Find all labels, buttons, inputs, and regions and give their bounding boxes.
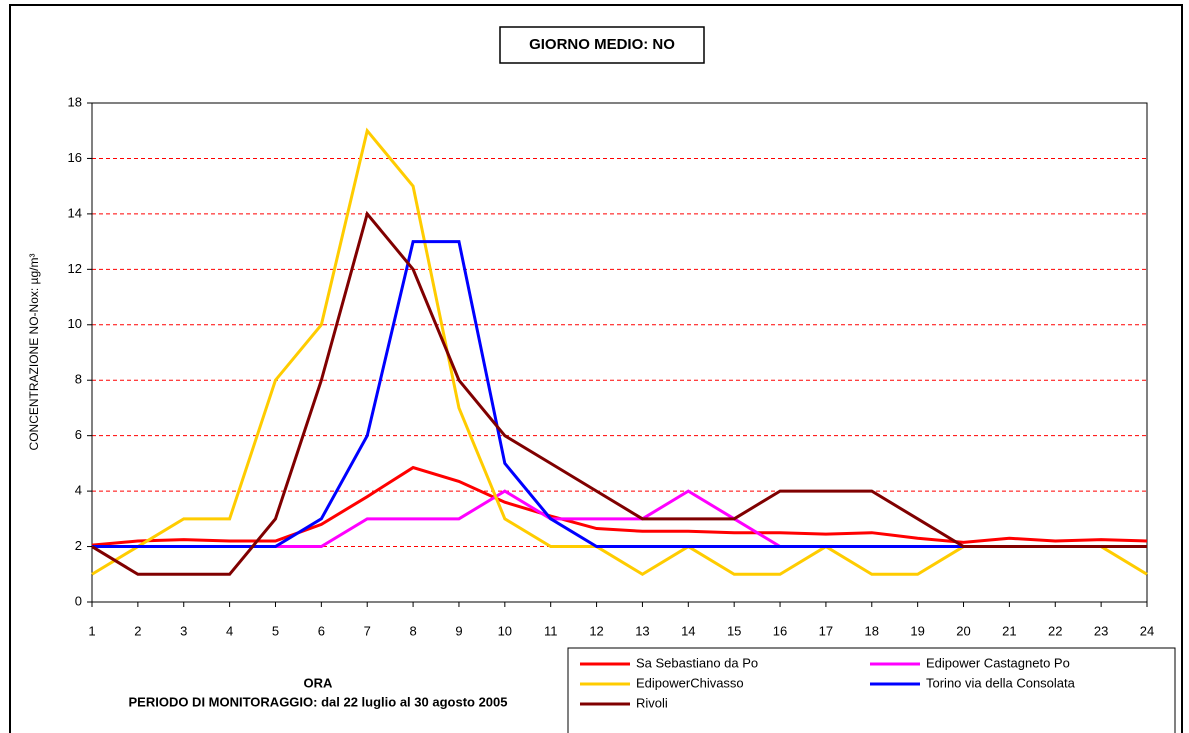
subtitle: PERIODO DI MONITORAGGIO: dal 22 luglio a… <box>128 694 507 709</box>
x-tick-label: 2 <box>134 623 141 638</box>
legend <box>567 647 1176 733</box>
series-line <box>91 210 1147 576</box>
x-tick-label: 18 <box>865 623 879 638</box>
x-tick-label: 3 <box>180 623 187 638</box>
x-tick-label: 12 <box>589 623 603 638</box>
chart-frame <box>9 4 1183 733</box>
y-tick-label: 6 <box>75 427 82 442</box>
series-line <box>92 240 1147 549</box>
x-tick-label: 9 <box>455 623 462 638</box>
x-tick-label: 17 <box>819 623 833 638</box>
y-axis-label: CONCENTRAZIONE NO-Nox: µg/m³ <box>27 254 41 451</box>
x-tick-label: 1 <box>88 623 95 638</box>
x-tick-label: 22 <box>1048 623 1062 638</box>
x-tick-label: 19 <box>910 623 924 638</box>
y-tick-label: 0 <box>75 593 82 608</box>
x-tick-label: 5 <box>272 623 279 638</box>
x-tick-label: 21 <box>1002 623 1016 638</box>
legend-label: Torino via della Consolata <box>926 675 1076 690</box>
x-tick-label: 11 <box>544 623 558 638</box>
y-tick-label: 10 <box>68 316 82 331</box>
x-tick-label: 20 <box>956 623 970 638</box>
series-line <box>91 127 1148 577</box>
chart-title: GIORNO MEDIO: NO <box>529 36 675 53</box>
x-tick-label: 4 <box>226 623 233 638</box>
y-tick-label: 2 <box>75 538 82 553</box>
y-tick-label: 12 <box>68 261 82 276</box>
x-tick-label: 6 <box>318 623 325 638</box>
y-tick-label: 18 <box>68 94 82 109</box>
x-axis-label: ORA <box>304 675 334 690</box>
x-tick-label: 24 <box>1140 623 1154 638</box>
x-tick-label: 10 <box>498 623 512 638</box>
y-tick-label: 14 <box>68 205 82 220</box>
x-tick-label: 23 <box>1094 623 1108 638</box>
series-line <box>91 465 1148 547</box>
y-tick-label: 16 <box>68 150 82 165</box>
legend-label: Edipower Castagneto Po <box>926 655 1070 670</box>
legend-label: Rivoli <box>636 695 668 710</box>
legend-label: Sa Sebastiano da Po <box>636 655 758 670</box>
y-tick-label: 8 <box>75 372 82 387</box>
x-tick-label: 15 <box>727 623 741 638</box>
x-tick-label: 7 <box>364 623 371 638</box>
series-line <box>92 489 1147 549</box>
x-tick-label: 8 <box>409 623 416 638</box>
x-tick-label: 16 <box>773 623 787 638</box>
plot-area <box>91 102 1148 603</box>
y-tick-label: 4 <box>75 483 82 498</box>
x-tick-label: 13 <box>635 623 649 638</box>
title-box <box>499 26 705 64</box>
legend-label: EdipowerChivasso <box>636 675 744 690</box>
x-tick-label: 14 <box>681 623 695 638</box>
